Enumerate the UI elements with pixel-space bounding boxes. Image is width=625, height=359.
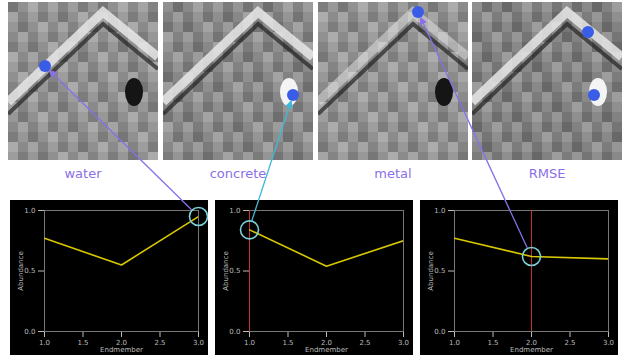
svg-text:1.0: 1.0 <box>449 339 460 347</box>
svg-text:2.5: 2.5 <box>564 339 575 347</box>
svg-text:Abundance: Abundance <box>17 251 25 290</box>
svg-text:2.0: 2.0 <box>115 339 128 348</box>
svg-text:Endmember: Endmember <box>100 346 143 354</box>
svg-text:0.5: 0.5 <box>434 267 445 275</box>
svg-text:Endmember: Endmember <box>510 346 553 354</box>
svg-text:3.0: 3.0 <box>398 339 409 347</box>
svg-text:0.0: 0.0 <box>434 328 445 336</box>
svg-text:2.5: 2.5 <box>154 339 165 347</box>
svg-text:0.5: 0.5 <box>24 267 35 275</box>
svg-text:1.5: 1.5 <box>487 339 498 347</box>
svg-text:1.5: 1.5 <box>77 339 88 347</box>
svg-text:Abundance: Abundance <box>222 251 230 290</box>
svg-text:Abundance: Abundance <box>427 251 435 290</box>
html-text:metal: metal <box>374 166 412 181</box>
html-text:concrete: concrete <box>209 166 267 181</box>
svg-text:2.0: 2.0 <box>525 339 538 348</box>
svg-text:0.5: 0.5 <box>229 267 240 275</box>
svg-text:1.0: 1.0 <box>434 207 445 215</box>
svg-text:1.0: 1.0 <box>24 207 35 215</box>
svg-text:1.0: 1.0 <box>229 207 240 215</box>
svg-text:1.0: 1.0 <box>244 339 255 347</box>
svg-text:1.5: 1.5 <box>282 339 293 347</box>
svg-text:3.0: 3.0 <box>603 339 614 347</box>
svg-text:0.0: 0.0 <box>229 328 240 336</box>
html-text:water: water <box>64 166 102 181</box>
svg-text:3.0: 3.0 <box>193 339 204 347</box>
svg-text:1.0: 1.0 <box>39 339 50 347</box>
svg-text:2.0: 2.0 <box>320 339 333 348</box>
svg-text:Endmember: Endmember <box>305 346 348 354</box>
html-text:RMSE: RMSE <box>528 166 566 181</box>
svg-text:0.0: 0.0 <box>24 328 35 336</box>
svg-text:2.5: 2.5 <box>359 339 370 347</box>
